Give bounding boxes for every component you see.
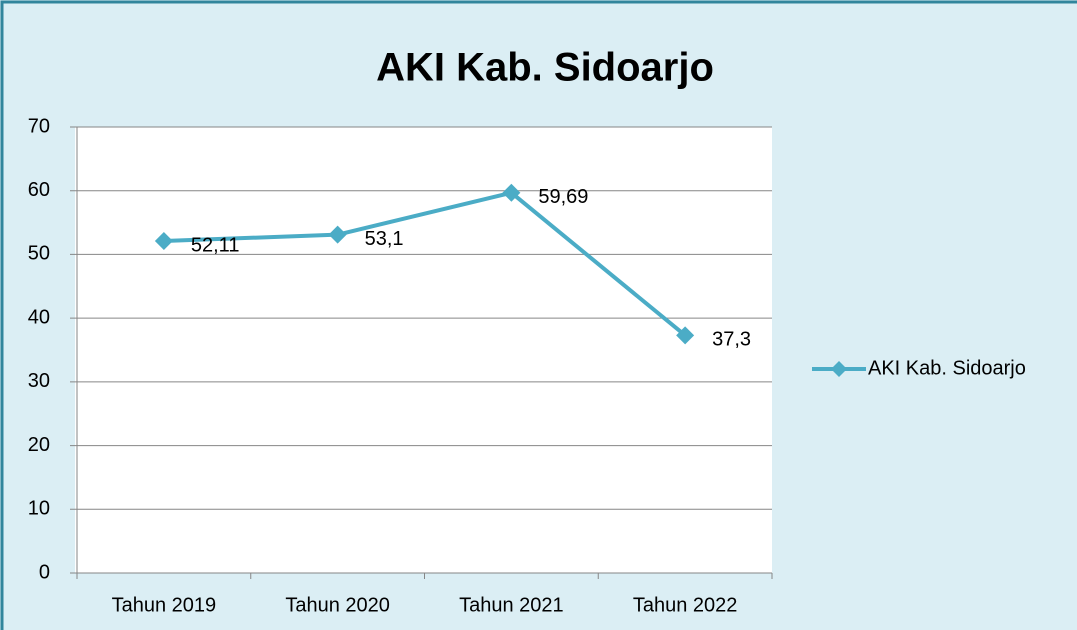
chart-title: AKI Kab. Sidoarjo	[376, 46, 714, 90]
data-point	[154, 231, 173, 250]
data-point	[502, 183, 521, 202]
plot-area	[75, 127, 772, 573]
y-tick-label: 30	[28, 370, 50, 392]
y-tick-label: 20	[28, 434, 50, 456]
data-label: 59,69	[538, 186, 588, 208]
y-tick-label: 50	[28, 243, 50, 265]
data-point	[676, 326, 695, 345]
data-point	[328, 225, 347, 244]
data-label: 37,3	[712, 329, 751, 351]
x-tick-label: Tahun 2022	[633, 594, 738, 616]
y-tick-label: 60	[28, 179, 50, 201]
legend-label: AKI Kab. Sidoarjo	[868, 357, 1026, 379]
y-tick-label: 70	[28, 115, 50, 137]
series-line	[163, 190, 687, 337]
x-tick-label: Tahun 2019	[112, 594, 217, 616]
x-tick-label: Tahun 2020	[285, 594, 390, 616]
y-tick-label: 0	[39, 561, 50, 583]
legend-marker	[831, 361, 847, 377]
data-label: 52,11	[191, 234, 240, 256]
data-label: 53,1	[365, 228, 404, 250]
y-tick-label: 40	[28, 306, 50, 328]
x-tick-label: Tahun 2021	[459, 594, 564, 616]
y-tick-label: 10	[28, 498, 50, 520]
